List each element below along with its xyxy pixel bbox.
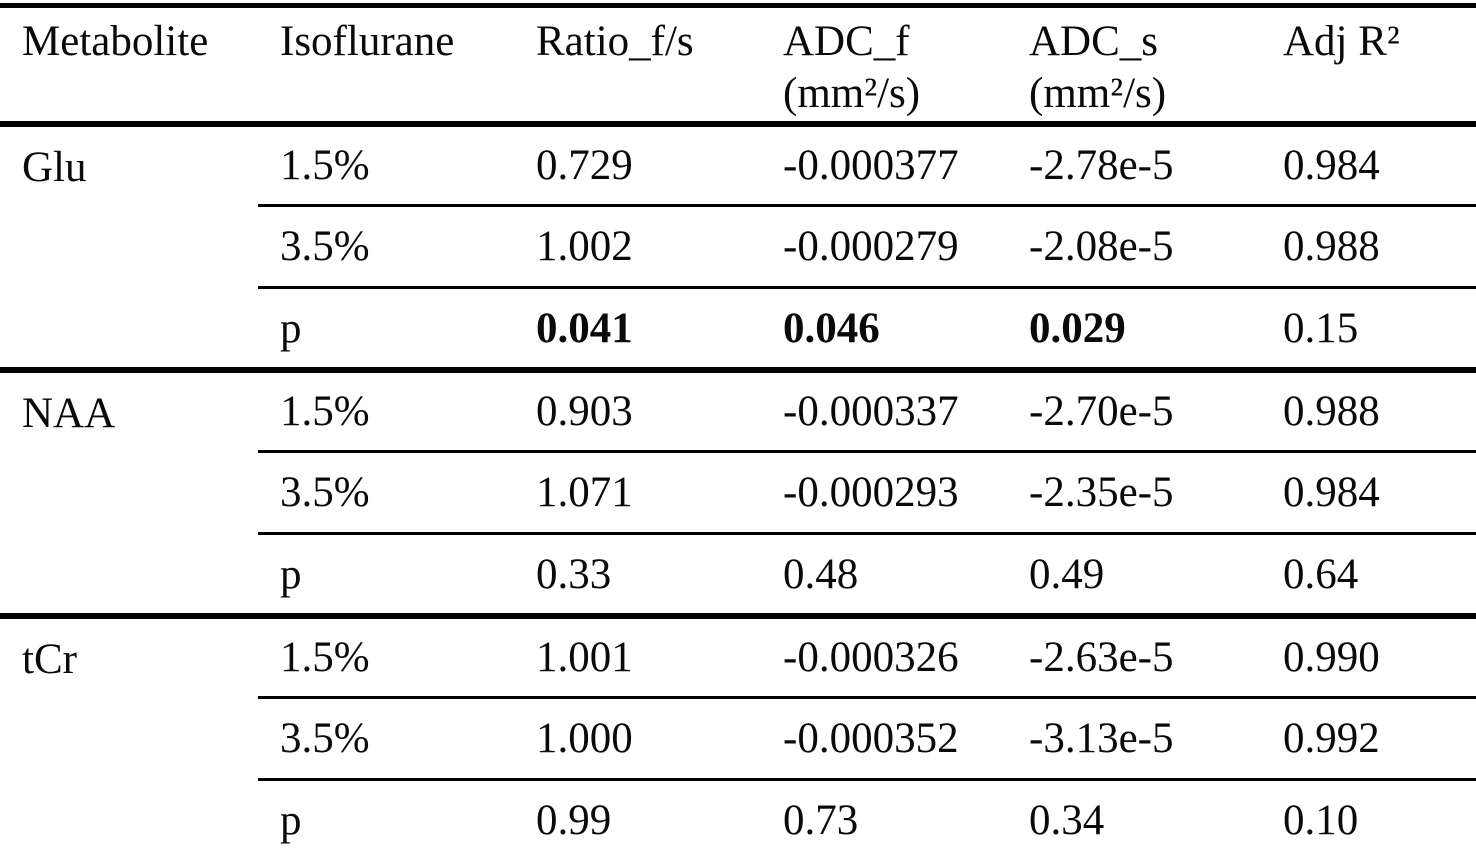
- table-row: 3.5% 1.002 -0.000279 -2.08e-5 0.988: [0, 205, 1476, 290]
- cell-isoflurane: 1.5%: [258, 369, 514, 454]
- col-header-label: Adj R²: [1283, 18, 1400, 65]
- cell-adc-s: -2.78e-5: [1007, 123, 1261, 208]
- table-row: 3.5% 1.000 -0.000352 -3.13e-5 0.992: [0, 697, 1476, 782]
- col-header-label: Isoflurane: [280, 18, 455, 65]
- cell-isoflurane: 1.5%: [258, 615, 514, 700]
- cell-ratio-fs: 0.99: [514, 779, 761, 854]
- cell-ratio-fs: 0.729: [514, 123, 761, 208]
- cell-metabolite: tCr: [0, 615, 258, 854]
- cell-adc-f: -0.000326: [761, 615, 1007, 700]
- cell-isoflurane: 3.5%: [258, 451, 514, 536]
- cell-adj-r2: 0.15: [1261, 287, 1476, 373]
- col-header-ratio-fs: Ratio_f/s: [514, 2, 761, 127]
- col-header-label: Metabolite: [22, 18, 209, 65]
- cell-adc-s: -3.13e-5: [1007, 697, 1261, 782]
- cell-adc-f: -0.000279: [761, 205, 1007, 290]
- cell-adc-s: -2.70e-5: [1007, 369, 1261, 454]
- col-header-metabolite: Metabolite: [0, 2, 258, 127]
- cell-adc-f: 0.48: [761, 533, 1007, 619]
- cell-ratio-fs-significant: 0.041: [514, 287, 761, 373]
- cell-adc-s: -2.08e-5: [1007, 205, 1261, 290]
- cell-adc-f-significant: 0.046: [761, 287, 1007, 373]
- col-header-units: (mm²/s): [783, 70, 921, 118]
- cell-adj-r2: 0.10: [1261, 779, 1476, 854]
- cell-adc-f: 0.73: [761, 779, 1007, 854]
- table-row-pvalues: p 0.99 0.73 0.34 0.10: [0, 779, 1476, 854]
- col-header-label: ADC_f: [783, 18, 910, 65]
- col-header-units: (mm²/s): [1029, 70, 1167, 118]
- table-row: Glu 1.5% 0.729 -0.000377 -2.78e-5 0.984: [0, 123, 1476, 373]
- cell-adj-r2: 0.990: [1261, 615, 1476, 700]
- cell-adj-r2: 0.984: [1261, 123, 1476, 208]
- cell-adc-f: -0.000352: [761, 697, 1007, 782]
- table-row-pvalues: p 0.33 0.48 0.49 0.64: [0, 533, 1476, 619]
- cell-adj-r2: 0.992: [1261, 697, 1476, 782]
- table-row: 3.5% 1.071 -0.000293 -2.35e-5 0.984: [0, 451, 1476, 536]
- cell-adc-f: -0.000293: [761, 451, 1007, 536]
- table-row: tCr 1.5% 1.001 -0.000326 -2.63e-5 0.990: [0, 615, 1476, 854]
- cell-adj-r2: 0.64: [1261, 533, 1476, 619]
- table-row-pvalues: p 0.041 0.046 0.029 0.15: [0, 287, 1476, 373]
- col-header-isoflurane: Isoflurane: [258, 2, 514, 127]
- col-header-label: Ratio_f/s: [536, 18, 694, 65]
- cell-adj-r2: 0.984: [1261, 451, 1476, 536]
- cell-adc-f: -0.000337: [761, 369, 1007, 454]
- cell-ratio-fs: 1.071: [514, 451, 761, 536]
- col-header-adj-r2: Adj R²: [1261, 2, 1476, 127]
- cell-adc-s: -2.63e-5: [1007, 615, 1261, 700]
- table-row: NAA 1.5% 0.903 -0.000337 -2.70e-5 0.988: [0, 369, 1476, 619]
- cell-adj-r2: 0.988: [1261, 205, 1476, 290]
- cell-adc-s: -2.35e-5: [1007, 451, 1261, 536]
- cell-isoflurane: 3.5%: [258, 205, 514, 290]
- cell-ratio-fs: 0.903: [514, 369, 761, 454]
- cell-ratio-fs: 1.002: [514, 205, 761, 290]
- cell-adc-f: -0.000377: [761, 123, 1007, 208]
- cell-ratio-fs: 1.001: [514, 615, 761, 700]
- cell-ratio-fs: 0.33: [514, 533, 761, 619]
- cell-adc-s: 0.34: [1007, 779, 1261, 854]
- cell-isoflurane: p: [258, 779, 514, 854]
- cell-adc-s: 0.49: [1007, 533, 1261, 619]
- cell-isoflurane: 3.5%: [258, 697, 514, 782]
- cell-metabolite: Glu: [0, 123, 258, 373]
- cell-metabolite: NAA: [0, 369, 258, 619]
- cell-ratio-fs: 1.000: [514, 697, 761, 782]
- cell-adj-r2: 0.988: [1261, 369, 1476, 454]
- cell-isoflurane: p: [258, 533, 514, 619]
- col-header-adc-s: ADC_s (mm²/s): [1007, 2, 1261, 127]
- header-row: Metabolite Isoflurane Ratio_f/s ADC_f (m…: [0, 2, 1476, 127]
- cell-isoflurane: p: [258, 287, 514, 373]
- cell-isoflurane: 1.5%: [258, 123, 514, 208]
- cell-adc-s-significant: 0.029: [1007, 287, 1261, 373]
- col-header-label: ADC_s: [1029, 18, 1159, 65]
- col-header-adc-f: ADC_f (mm²/s): [761, 2, 1007, 127]
